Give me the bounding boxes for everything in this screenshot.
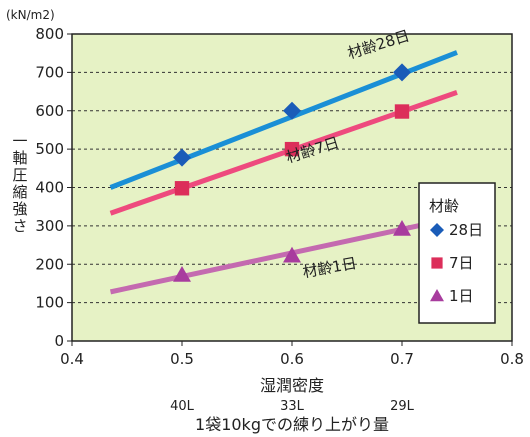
y-tick-label: 0 bbox=[54, 332, 64, 350]
legend-label-28日: 28日 bbox=[449, 221, 483, 239]
secondary-x-axis-label: 1袋10kgでの練り上がり量 bbox=[195, 415, 389, 434]
y-tick-label: 800 bbox=[35, 25, 64, 43]
legend-title: 材齢 bbox=[429, 197, 459, 215]
y-tick-label: 200 bbox=[35, 255, 64, 273]
y-axis-label-char: 一 bbox=[12, 132, 27, 150]
y-axis-label-char: 強 bbox=[12, 200, 27, 218]
y-tick-label: 300 bbox=[35, 217, 64, 235]
x-tick-label: 0.5 bbox=[170, 350, 194, 368]
x-tick-label: 0.4 bbox=[60, 350, 84, 368]
data-point-28日 bbox=[173, 148, 191, 167]
y-axis-label-char: 軸 bbox=[12, 149, 27, 167]
y-tick-label: 700 bbox=[35, 63, 64, 81]
legend-label-7日: 7日 bbox=[449, 254, 474, 272]
data-point-7日 bbox=[284, 141, 300, 157]
data-point-7日 bbox=[394, 104, 410, 119]
y-unit-label: (kN/m2) bbox=[6, 8, 55, 22]
data-point-1日 bbox=[283, 246, 301, 263]
data-point-1日 bbox=[173, 265, 191, 282]
y-tick-label: 100 bbox=[35, 294, 64, 312]
legend-marker-28日 bbox=[430, 223, 444, 237]
y-axis-label-char: 縮 bbox=[12, 183, 27, 201]
data-point-1日 bbox=[393, 219, 411, 236]
x-tick-label: 0.7 bbox=[390, 350, 414, 368]
y-tick-label: 500 bbox=[35, 140, 64, 158]
data-point-28日 bbox=[283, 101, 301, 120]
data-point-7日 bbox=[174, 181, 190, 196]
x-tick-label: 0.6 bbox=[280, 350, 304, 368]
secondary-tick-label: 29L bbox=[390, 399, 415, 414]
y-tick-label: 600 bbox=[35, 102, 64, 120]
legend-marker-7日 bbox=[431, 257, 443, 269]
legend-marker-1日 bbox=[430, 289, 444, 302]
x-axis-label: 湿潤密度 bbox=[260, 376, 324, 395]
secondary-tick-label: 40L bbox=[170, 399, 195, 414]
secondary-tick-label: 33L bbox=[280, 399, 305, 414]
y-tick-label: 400 bbox=[35, 179, 64, 197]
x-tick-label: 0.8 bbox=[500, 350, 524, 368]
y-axis-label-char: 圧 bbox=[12, 166, 27, 184]
y-axis-label-char: さ bbox=[12, 217, 27, 235]
data-point-28日 bbox=[393, 63, 411, 82]
legend-label-1日: 1日 bbox=[449, 287, 474, 305]
